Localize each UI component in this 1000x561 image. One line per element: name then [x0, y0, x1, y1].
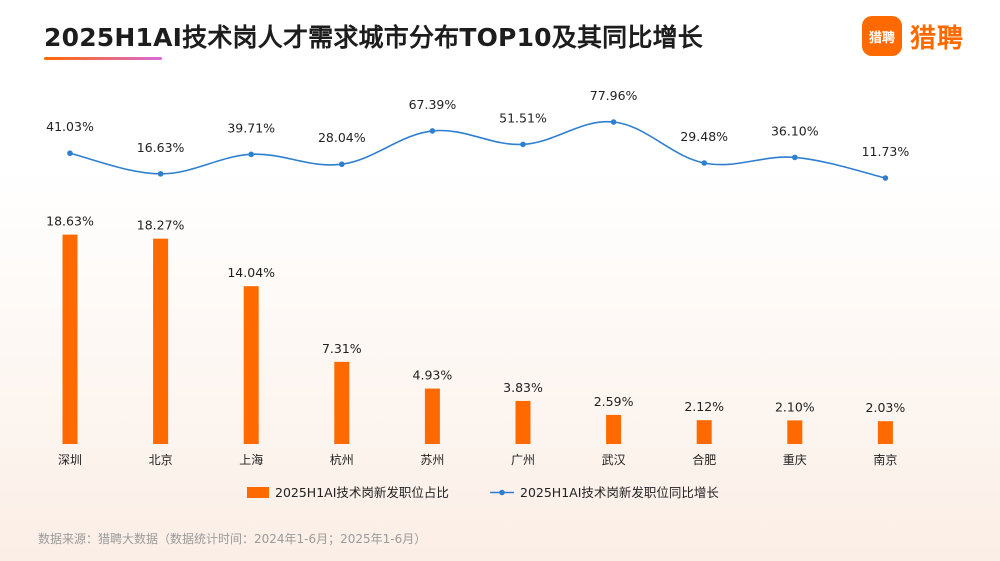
line-value-label: 51.51% — [499, 110, 547, 125]
bar-value-label: 2.10% — [775, 399, 815, 414]
line-point-1 — [157, 171, 164, 177]
bar-9 — [877, 421, 893, 444]
x-tick-label: 苏州 — [420, 453, 444, 467]
x-tick-label: 南京 — [873, 452, 897, 467]
line-value-label: 77.96% — [590, 88, 638, 103]
legend: 2025H1AI技术岗新发职位占比 2025H1AI技术岗新发职位同比增长 — [247, 485, 719, 500]
bar-value-label: 18.27% — [137, 218, 185, 233]
logo-text: 猎聘 — [909, 23, 964, 54]
line-point-8 — [792, 154, 798, 161]
legend-line-label: 2025H1AI技术岗新发职位同比增长 — [520, 485, 719, 500]
title-underline — [44, 57, 162, 60]
bar-value-label: 18.63% — [46, 214, 94, 229]
x-tick-label: 广州 — [511, 453, 535, 467]
bar-value-label: 4.93% — [413, 368, 453, 383]
legend-line-marker — [499, 489, 505, 496]
legend-bar-label: 2025H1AI技术岗新发职位占比 — [275, 485, 449, 500]
bars-layer: 18.63% 18.27% 14.04% 7.31% 4.93% 3.83% 2.59% 2.… — [46, 214, 905, 444]
line-value-label: 29.48% — [680, 129, 728, 144]
x-tick-label: 合肥 — [692, 452, 716, 467]
bar-value-label: 7.31% — [322, 341, 362, 356]
line-value-label: 16.63% — [137, 140, 185, 155]
bar-8 — [787, 420, 803, 444]
x-tick-label: 上海 — [239, 452, 263, 467]
bar-3 — [334, 361, 350, 444]
line-point-0 — [67, 150, 73, 157]
x-tick-label: 武汉 — [602, 453, 626, 467]
x-axis-layer: 深圳 北京 上海 杭州 苏州 广州 武汉 合肥 重庆 南京 — [58, 452, 897, 467]
line-point-3 — [339, 161, 345, 168]
line-value-label: 11.73% — [862, 144, 910, 159]
x-tick-label: 杭州 — [330, 452, 354, 467]
bar-value-label: 2.59% — [594, 394, 634, 409]
brand-logo: 猎聘 猎聘 — [861, 16, 964, 56]
line-point-6 — [610, 119, 617, 125]
x-tick-label: 北京 — [149, 453, 173, 467]
bar-5 — [515, 400, 531, 444]
line-point-2 — [248, 151, 254, 158]
bar-2 — [243, 286, 259, 444]
line-value-label: 39.71% — [227, 120, 275, 135]
line-value-label: 41.03% — [46, 119, 94, 134]
x-tick-label: 深圳 — [58, 453, 82, 467]
line-point-5 — [520, 141, 526, 148]
x-tick-label: 重庆 — [783, 453, 807, 467]
line-point-7 — [701, 160, 707, 166]
bar-value-label: 14.04% — [227, 265, 275, 280]
legend-bar-swatch — [247, 487, 269, 498]
logo-icon: 猎聘 — [861, 16, 902, 56]
data-source-note: 数据来源：猎聘大数据（数据统计时间：2024年1-6月；2025年1-6月） — [38, 532, 427, 546]
bar-6 — [606, 414, 622, 444]
bar-value-label: 2.12% — [684, 399, 724, 414]
growth-line — [69, 120, 886, 179]
line-layer: 41.03% 16.63% 39.71% 28.04% 67.39% 51.51% 77.9… — [46, 88, 909, 181]
line-value-label: 28.04% — [318, 130, 366, 145]
page-title: 2025H1AI技术岗人才需求城市分布TOP10及其同比增长 — [44, 23, 703, 52]
bar-value-label: 2.03% — [866, 400, 906, 415]
line-value-label: 36.10% — [771, 123, 819, 138]
line-point-4 — [429, 128, 436, 134]
bar-1 — [153, 238, 169, 444]
line-value-label: 67.39% — [409, 97, 457, 112]
bar-4 — [424, 388, 440, 444]
line-point-9 — [882, 175, 889, 181]
bar-value-label: 3.83% — [503, 380, 543, 395]
bar-0 — [62, 234, 78, 444]
bar-7 — [696, 420, 712, 444]
